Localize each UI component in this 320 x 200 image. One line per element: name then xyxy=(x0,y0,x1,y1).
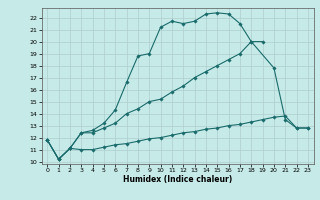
X-axis label: Humidex (Indice chaleur): Humidex (Indice chaleur) xyxy=(123,175,232,184)
